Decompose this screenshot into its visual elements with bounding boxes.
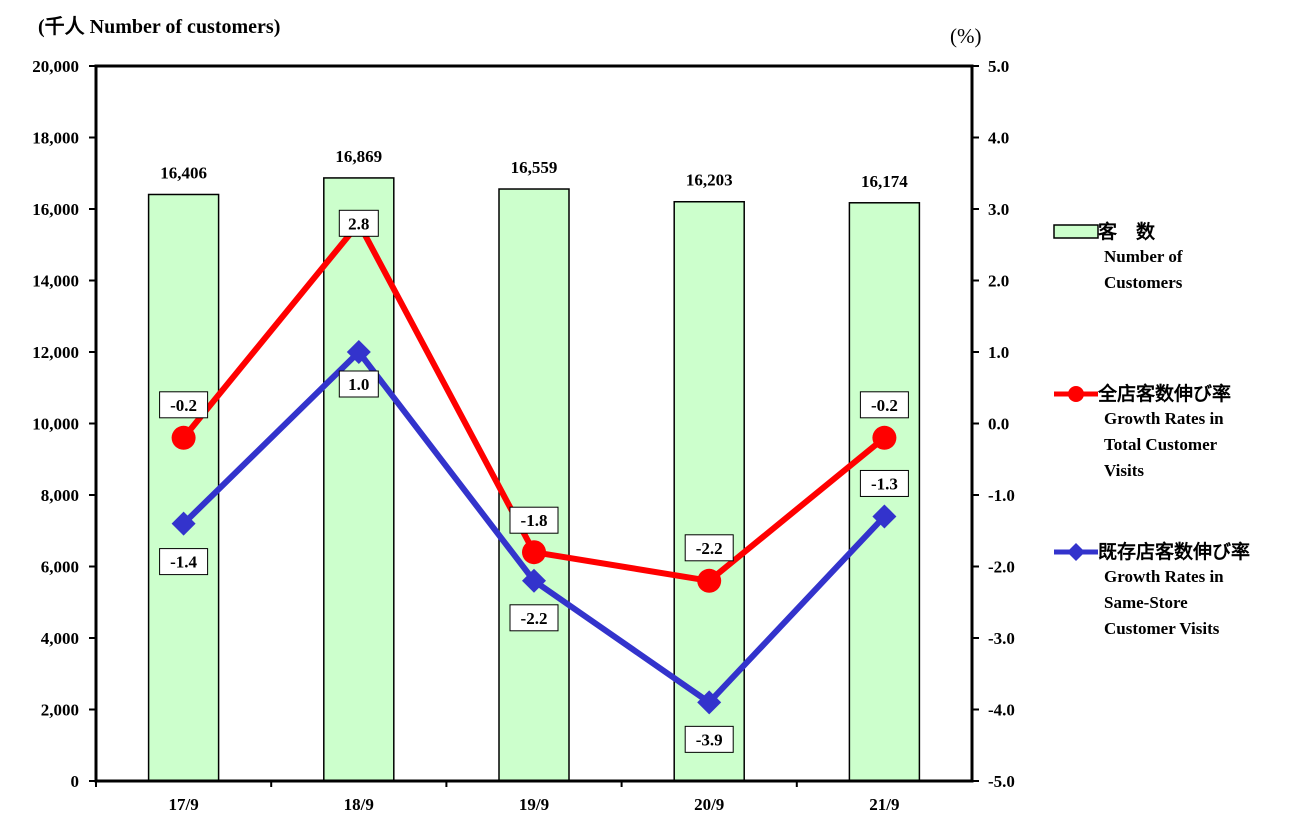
series-point <box>697 690 722 715</box>
data-label: -2.2 <box>696 539 723 558</box>
data-label: -0.2 <box>170 396 197 415</box>
bar-19/9 <box>498 188 570 782</box>
data-label-box <box>859 469 909 497</box>
data-label-box <box>509 604 559 632</box>
left-axis-title: (千人 Number of customers) <box>38 16 281 38</box>
series-point <box>872 425 897 450</box>
left-tick-label: 20,000 <box>32 57 79 76</box>
data-label: -1.8 <box>521 511 548 530</box>
legend-total-swatch <box>1054 386 1098 402</box>
right-axis-title: (%) <box>950 24 982 48</box>
series-point <box>171 511 196 536</box>
legend-same-swatch <box>1054 543 1098 561</box>
legend-same-en-1: Growth Rates in <box>1104 567 1224 586</box>
legend-total: 全店客数伸び率 Growth Rates in Total Customer V… <box>1052 382 1300 484</box>
data-label: -1.4 <box>170 553 197 572</box>
legend-total-en-3: Visits <box>1104 461 1144 480</box>
data-label: 1.0 <box>348 375 369 394</box>
x-tick-label: 17/9 <box>168 795 198 814</box>
data-label-box <box>684 534 734 562</box>
right-tick-label: 3.0 <box>988 200 1009 219</box>
bar-17/9 <box>147 193 220 782</box>
left-tick-label: 18,000 <box>32 129 79 148</box>
series-point <box>522 568 546 593</box>
left-tick-label: 0 <box>71 772 80 791</box>
bar-label: 16,559 <box>511 158 558 177</box>
bar-label: 16,406 <box>160 163 207 182</box>
legend-bars-en-1: Number of <box>1104 247 1183 266</box>
legend-bar-swatch <box>1053 224 1099 239</box>
data-label: 2.8 <box>348 214 369 233</box>
right-tick-label: -4.0 <box>988 701 1015 720</box>
left-tick-label: 12,000 <box>32 343 79 362</box>
x-tick-label: 20/9 <box>694 795 724 814</box>
bar-18/9 <box>323 177 395 782</box>
x-tick-label: 18/9 <box>344 795 374 814</box>
series-point <box>522 540 546 565</box>
left-tick-label: 8,000 <box>41 486 79 505</box>
left-tick-label: 2,000 <box>41 701 79 720</box>
legend-same-en-3: Customer Visits <box>1104 619 1220 638</box>
data-label-box <box>338 370 379 398</box>
data-label-box <box>159 391 209 419</box>
legend-same-en-2: Same-Store <box>1104 593 1188 612</box>
left-tick-label: 16,000 <box>32 200 79 219</box>
legend: 客 数 Number of Customers <box>1052 220 1300 296</box>
data-label-box <box>338 209 379 237</box>
left-tick-label: 14,000 <box>32 272 79 291</box>
legend-total-en-2: Total Customer <box>1104 435 1218 454</box>
right-tick-label: 2.0 <box>988 272 1009 291</box>
left-tick-label: 10,000 <box>32 415 79 434</box>
data-label-box <box>159 548 209 576</box>
x-tick-label: 19/9 <box>519 795 549 814</box>
series-point <box>346 340 371 364</box>
legend-bars-en-2: Customers <box>1104 273 1183 292</box>
right-tick-label: 5.0 <box>988 57 1009 76</box>
left-tick-label: 6,000 <box>41 558 79 577</box>
right-tick-label: -1.0 <box>988 486 1015 505</box>
right-tick-label: -3.0 <box>988 629 1015 648</box>
x-tick-label: 21/9 <box>869 795 899 814</box>
legend-same-jp: 既存店客数伸び率 <box>1098 541 1251 563</box>
data-label: -3.9 <box>696 730 723 749</box>
data-label: -1.3 <box>871 474 898 493</box>
series-point <box>697 568 722 593</box>
data-label-box <box>684 725 734 753</box>
bar-label: 16,869 <box>335 147 382 166</box>
data-label: -2.2 <box>521 609 548 628</box>
legend-total-en-1: Growth Rates in <box>1104 409 1224 428</box>
right-tick-label: 0.0 <box>988 415 1009 434</box>
legend-total-jp: 全店客数伸び率 <box>1098 383 1232 405</box>
data-label: -0.2 <box>871 396 898 415</box>
left-tick-label: 4,000 <box>41 629 79 648</box>
right-tick-label: -5.0 <box>988 772 1015 791</box>
data-label-box <box>509 506 559 534</box>
bar-label: 16,174 <box>861 172 908 191</box>
legend-bars-jp: 客 数 <box>1098 221 1156 243</box>
legend-same: 既存店客数伸び率 Growth Rates in Same-Store Cust… <box>1052 540 1300 642</box>
data-label-box <box>859 391 909 419</box>
bar-label: 16,203 <box>686 171 733 190</box>
right-tick-label: 4.0 <box>988 129 1009 148</box>
right-tick-label: 1.0 <box>988 343 1009 362</box>
series-point <box>171 425 196 450</box>
right-tick-label: -2.0 <box>988 558 1015 577</box>
series-point <box>872 504 897 529</box>
